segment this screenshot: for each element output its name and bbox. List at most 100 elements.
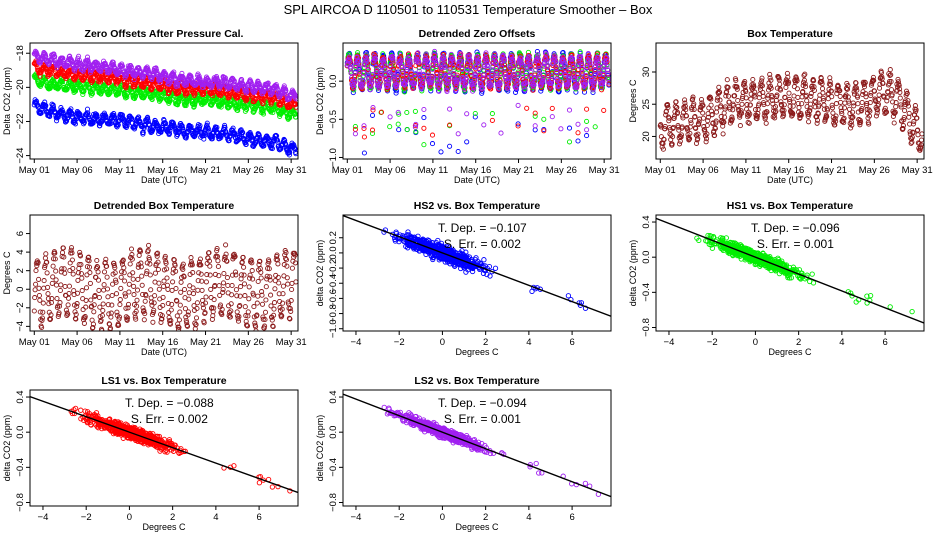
- data-point: [128, 64, 134, 70]
- data-point: [534, 48, 540, 55]
- panels: Zero Offsets After Pressure Cal.May 01 Ma…: [2, 28, 933, 532]
- data-point: [360, 70, 367, 76]
- data-point: [425, 63, 431, 69]
- data-point: [361, 134, 367, 140]
- data-point: [124, 94, 130, 100]
- data-point: [462, 81, 468, 87]
- data-point: [447, 61, 454, 67]
- data-point: [72, 88, 79, 94]
- data-point: [501, 57, 507, 63]
- data-point: [72, 68, 78, 74]
- data-point: [476, 58, 482, 64]
- data-point: [541, 128, 547, 134]
- data-point: [146, 69, 152, 75]
- data-point: [467, 58, 473, 64]
- data-point: [599, 87, 605, 93]
- data-point: [462, 88, 468, 94]
- data-point: [361, 123, 367, 129]
- data-point: [472, 71, 478, 77]
- data-point: [292, 146, 298, 152]
- data-point: [352, 70, 358, 76]
- data-point: [72, 117, 78, 123]
- x-tick-label: May 21: [190, 165, 221, 176]
- data-point: [541, 116, 547, 122]
- data-point: [447, 122, 453, 128]
- data-point: [454, 77, 460, 83]
- data-point: [376, 85, 382, 91]
- data-point: [485, 66, 491, 72]
- data-point: [363, 52, 369, 58]
- x-axis-label: Date (UTC): [141, 175, 187, 185]
- data-point: [386, 76, 392, 83]
- data-point: [110, 59, 116, 65]
- data-point: [197, 123, 203, 129]
- data-point: [47, 114, 53, 120]
- data-point: [460, 75, 466, 82]
- data-point: [429, 132, 436, 138]
- data-point: [50, 104, 57, 110]
- data-point: [536, 63, 542, 69]
- data-point: [98, 91, 104, 97]
- data-point: [183, 103, 189, 109]
- data-point: [472, 114, 478, 120]
- data-point: [442, 64, 448, 70]
- data-point: [107, 90, 113, 96]
- data-point: [592, 124, 598, 130]
- data-point: [390, 55, 396, 61]
- data-point: [72, 65, 79, 71]
- data-point: [349, 75, 355, 81]
- data-point: [111, 62, 117, 68]
- data-point: [530, 87, 536, 93]
- data-point: [514, 78, 520, 84]
- data-point: [429, 77, 435, 83]
- data-point: [59, 79, 65, 85]
- data-point: [377, 76, 383, 82]
- data-point: [497, 80, 503, 87]
- data-point: [102, 112, 108, 118]
- data-point: [244, 97, 250, 103]
- data-point: [420, 71, 427, 77]
- data-point: [351, 85, 357, 91]
- data-point: [398, 57, 404, 63]
- data-point: [215, 77, 221, 83]
- data-point: [209, 136, 215, 142]
- data-point: [166, 131, 173, 137]
- data-point: [116, 70, 122, 76]
- panel-p1: Zero Offsets After Pressure Cal.May 01 Ma…: [2, 28, 307, 185]
- data-point: [483, 50, 489, 56]
- data-point: [584, 106, 590, 112]
- data-point: [132, 124, 138, 130]
- data-point: [395, 70, 401, 76]
- data-point: [369, 79, 375, 85]
- data-point: [395, 109, 401, 115]
- data-layer: [344, 48, 611, 156]
- data-point: [217, 86, 223, 92]
- data-point: [447, 67, 453, 73]
- data-point: [468, 70, 474, 76]
- data-point: [158, 96, 164, 102]
- data-point: [515, 121, 521, 127]
- data-point: [513, 85, 519, 91]
- data-point: [484, 60, 490, 66]
- data-point: [382, 67, 388, 73]
- data-point: [222, 75, 228, 81]
- data-point: [355, 59, 361, 65]
- data-point: [468, 64, 474, 70]
- data-point: [381, 56, 387, 62]
- data-point: [60, 58, 66, 64]
- data-point: [463, 76, 469, 82]
- data-point: [457, 50, 463, 57]
- data-point: [222, 122, 228, 128]
- data-point: [584, 118, 590, 124]
- data-point: [474, 53, 480, 60]
- data-point: [372, 52, 378, 59]
- data-point: [406, 55, 412, 61]
- data-point: [403, 78, 409, 84]
- data-point: [52, 57, 58, 64]
- data-point: [427, 83, 433, 89]
- data-point: [223, 78, 229, 84]
- data-point: [270, 110, 276, 116]
- data-point: [264, 81, 270, 87]
- plot-frame: [29, 42, 299, 160]
- data-point: [369, 112, 376, 118]
